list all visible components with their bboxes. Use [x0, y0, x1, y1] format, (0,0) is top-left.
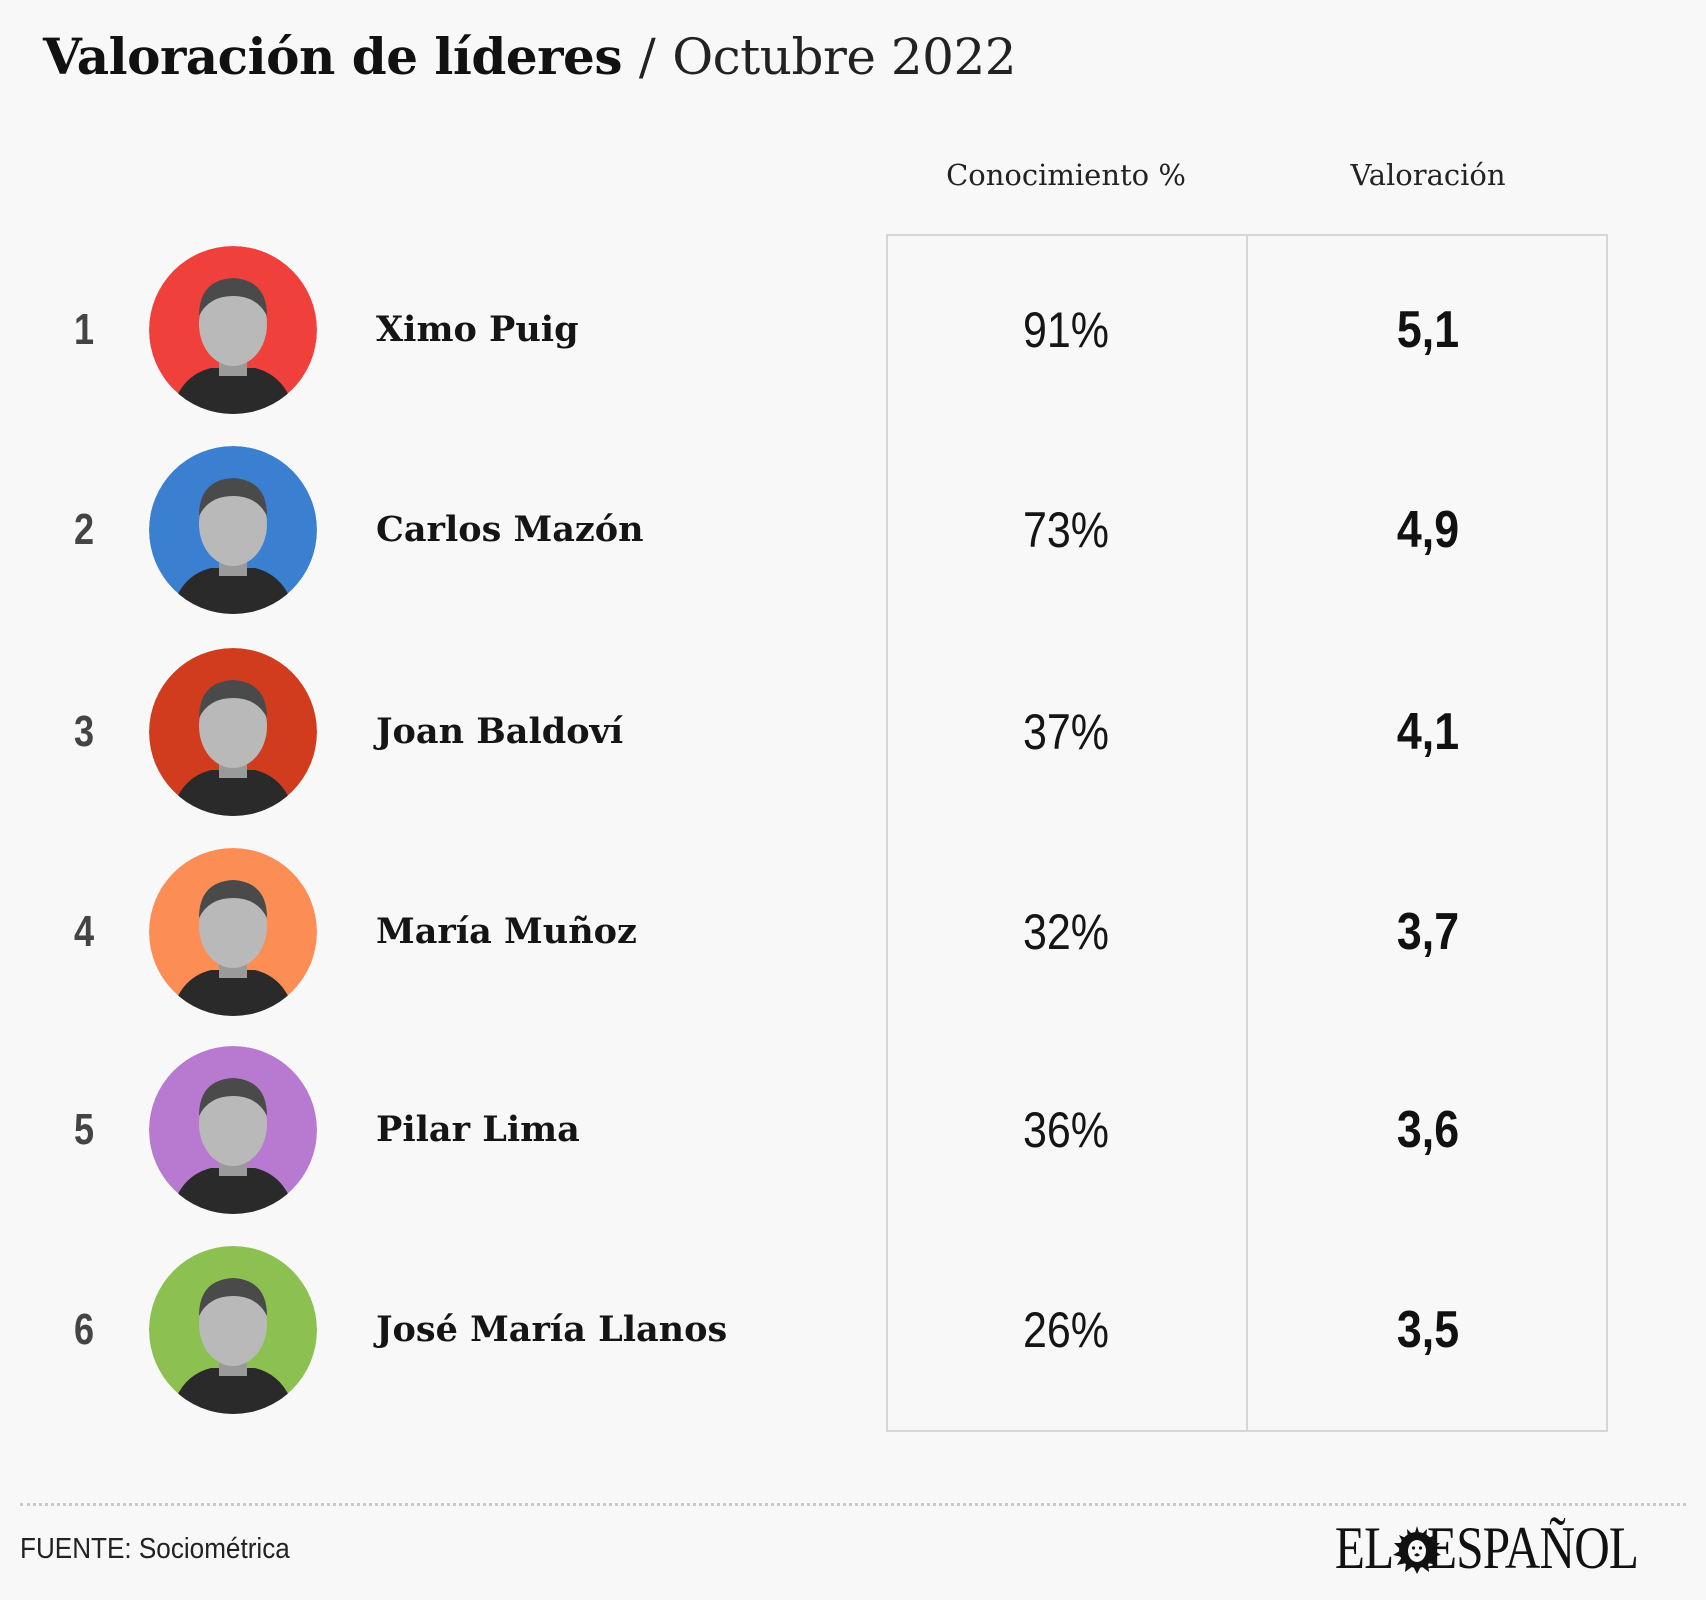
leader-portrait: [149, 446, 317, 614]
rank-number: 4: [73, 907, 95, 956]
source-note: FUENTE: Sociométrica: [20, 1533, 290, 1565]
leader-portrait: [149, 1246, 317, 1414]
rating-value: 3,6: [1396, 1101, 1460, 1159]
lion-icon: [1393, 1526, 1442, 1574]
logo-text-el: EL: [1334, 1514, 1394, 1581]
title-main: Valoración de líderes: [43, 27, 622, 86]
leader-name: Carlos Mazón: [376, 509, 644, 550]
portrait-icon: [149, 1246, 317, 1414]
rating-value: 3,5: [1396, 1301, 1460, 1359]
leader-row: 1 Ximo Puig 91% 5,1: [0, 230, 1706, 430]
rank-number: 3: [73, 707, 95, 756]
leader-name: José María Llanos: [376, 1309, 728, 1350]
knowledge-value: 37%: [1022, 704, 1110, 760]
leader-name: Pilar Lima: [376, 1109, 580, 1150]
leader-row: 4 María Muñoz 32% 3,7: [0, 832, 1706, 1032]
leader-row: 5 Pilar Lima 36% 3,6: [0, 1030, 1706, 1230]
leader-name: Ximo Puig: [376, 309, 579, 350]
logo-text-espanol: ESPAÑOL: [1427, 1514, 1639, 1581]
knowledge-value: 26%: [1022, 1302, 1110, 1358]
portrait-icon: [149, 1046, 317, 1214]
rank-number: 1: [73, 305, 95, 354]
knowledge-value: 32%: [1022, 904, 1110, 960]
leader-portrait: [149, 848, 317, 1016]
rating-value: 3,7: [1396, 903, 1460, 961]
leader-portrait: [149, 1046, 317, 1214]
title-separator: /: [638, 28, 656, 86]
leader-portrait: [149, 246, 317, 414]
rank-number: 2: [73, 505, 95, 554]
column-divider: [1246, 234, 1248, 1432]
rating-value: 5,1: [1396, 301, 1460, 359]
portrait-icon: [149, 446, 317, 614]
portrait-icon: [149, 246, 317, 414]
rank-number: 6: [73, 1305, 95, 1354]
title-date: Octubre 2022: [672, 28, 1017, 86]
el-espanol-logo: EL ESPAÑOL: [1322, 1515, 1685, 1581]
rating-value: 4,1: [1396, 703, 1460, 761]
leader-row: 6 José María Llanos 26% 3,5: [0, 1230, 1706, 1430]
rating-value: 4,9: [1396, 501, 1460, 559]
chart-title: Valoración de líderes / Octubre 2022: [43, 26, 1017, 88]
portrait-icon: [149, 848, 317, 1016]
column-header-knowledge: Conocimiento %: [946, 158, 1186, 192]
column-header-rating: Valoración: [1350, 158, 1506, 192]
portrait-icon: [149, 648, 317, 816]
leader-row: 3 Joan Baldoví 37% 4,1: [0, 632, 1706, 832]
leader-name: Joan Baldoví: [376, 711, 624, 752]
rank-number: 5: [73, 1105, 95, 1154]
knowledge-value: 36%: [1022, 1102, 1110, 1158]
knowledge-value: 73%: [1022, 502, 1110, 558]
leader-row: 2 Carlos Mazón 73% 4,9: [0, 430, 1706, 630]
footer-divider: [20, 1503, 1686, 1506]
knowledge-value: 91%: [1022, 302, 1110, 358]
leader-portrait: [149, 648, 317, 816]
leader-name: María Muñoz: [376, 911, 637, 952]
